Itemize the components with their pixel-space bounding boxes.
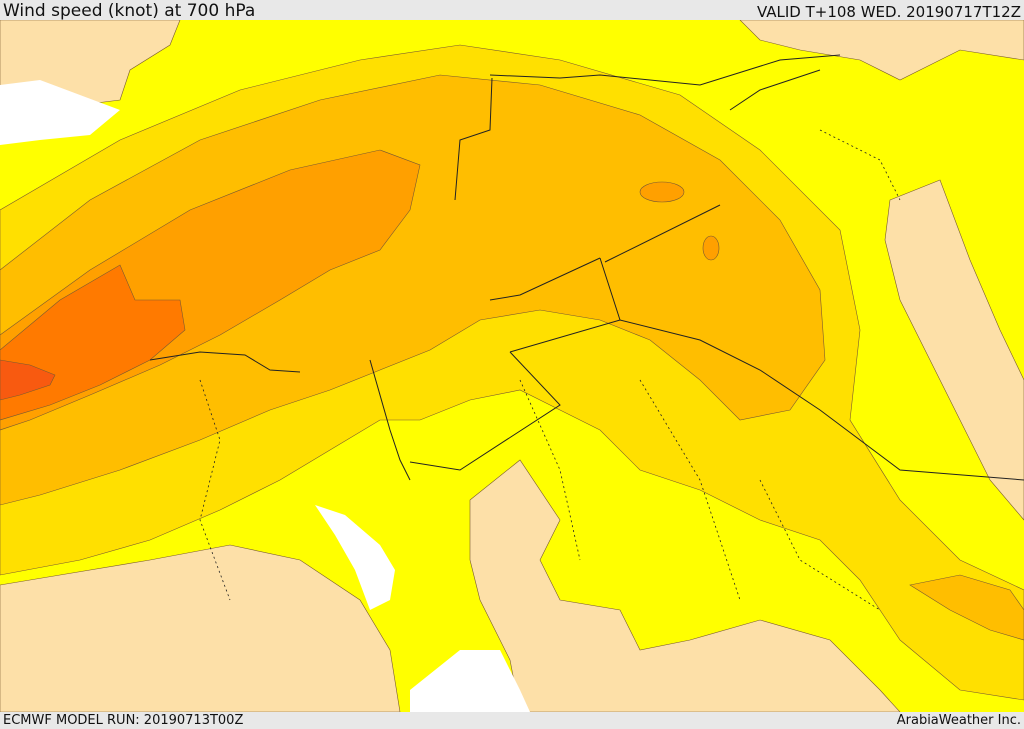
band-5-patch-1 xyxy=(639,181,685,203)
footer-bar: ECMWF MODEL RUN: 20190713T00Z ArabiaWeat… xyxy=(0,712,1024,729)
band-5-patch-2 xyxy=(702,235,720,261)
band-7-region xyxy=(0,359,56,401)
model-run-label: ECMWF MODEL RUN: 20190713T00Z xyxy=(3,713,244,728)
white-area-s xyxy=(410,650,530,712)
brand-label: ArabiaWeather Inc. xyxy=(896,713,1021,728)
country-borders xyxy=(149,54,1024,481)
band-1-region-e xyxy=(884,179,1024,521)
band-4-region xyxy=(0,74,826,506)
valid-time: VALID T+108 WED. 20190717T12Z xyxy=(756,3,1021,21)
white-area-nw xyxy=(0,80,120,145)
white-area-red-sea xyxy=(315,505,395,610)
weather-map[interactable] xyxy=(0,20,1024,712)
map-title: Wind speed (knot) at 700 hPa xyxy=(3,1,256,21)
band-1-region-sw xyxy=(0,544,401,712)
header-bar: Wind speed (knot) at 700 hPa VALID T+108… xyxy=(0,0,1024,21)
admin-boundaries xyxy=(199,129,901,611)
band-1-region-s xyxy=(469,459,901,712)
band-4-patch-se xyxy=(909,574,1024,641)
band-1-region-ne xyxy=(739,20,1024,81)
wind-speed-field xyxy=(0,20,1024,712)
